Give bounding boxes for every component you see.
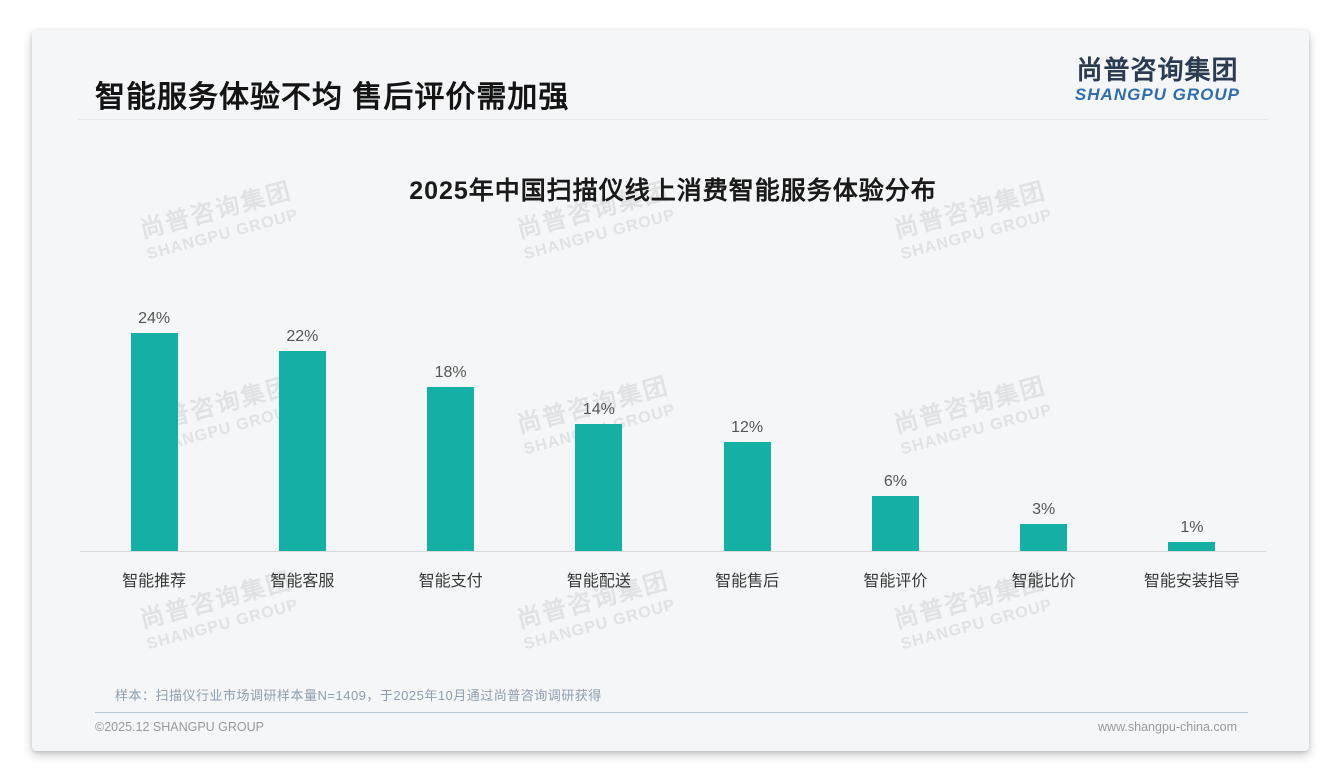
bar-value-label: 6% [883, 473, 907, 490]
chart-title: 2025年中国扫描仪线上消费智能服务体验分布 [409, 177, 937, 205]
bar [278, 351, 326, 551]
bar [130, 333, 178, 551]
watermark-english-text: SHANGPU GROUP [899, 596, 1055, 654]
slide-card: 智能服务体验不均 售后评价需加强 尚普咨询集团 SHANGPU GROUP 尚普… [32, 30, 1309, 751]
footer-divider [95, 712, 1248, 713]
bar-column: 22% 智能客服 [228, 210, 376, 590]
bar-column: 14% 智能配送 [525, 210, 673, 590]
bar-column: 24% 智能推荐 [80, 210, 228, 590]
sample-footnote: 样本：扫描仪行业市场调研样本量N=1409，于2025年10月通过尚普咨询调研获… [115, 688, 602, 703]
bar-value-label: 22% [286, 328, 319, 345]
page-title: 智能服务体验不均 售后评价需加强 [95, 81, 570, 114]
bar-value-label: 1% [1180, 519, 1204, 536]
bar [1020, 524, 1068, 551]
bar-column: 18% 智能支付 [377, 210, 525, 590]
bar-category-label: 智能评价 [863, 573, 928, 590]
logo-english-text: SHANGPU GROUP [1074, 84, 1240, 104]
bar-category-label: 智能比价 [1011, 573, 1076, 590]
bar-category-label: 智能推荐 [122, 573, 187, 590]
website-url: www.shangpu-china.com [1098, 720, 1237, 734]
footer-row: ©2025.12 SHANGPU GROUP www.shangpu-china… [95, 720, 1237, 734]
plot-area: 24% 智能推荐 22% 智能客服 18% 智能支付 14% 智能配送 12% 智能售后 6% 智能评… [80, 210, 1266, 590]
bar-category-label: 智能配送 [566, 573, 631, 590]
bar [1168, 542, 1216, 551]
bar-value-label: 14% [582, 401, 615, 418]
bar [723, 442, 771, 551]
bar-value-label: 24% [138, 310, 171, 327]
bar-column: 12% 智能售后 [673, 210, 821, 590]
bar-column: 3% 智能比价 [970, 210, 1118, 590]
bar-category-label: 智能支付 [418, 573, 483, 590]
company-logo: 尚普咨询集团 SHANGPU GROUP [1075, 56, 1240, 105]
bar-value-label: 12% [731, 419, 764, 436]
bar-category-label: 智能售后 [715, 573, 780, 590]
bar [575, 424, 623, 551]
bar-column: 6% 智能评价 [821, 210, 969, 590]
x-axis-line [80, 551, 1266, 552]
bar-category-label: 智能客服 [270, 573, 335, 590]
bar-value-label: 3% [1032, 501, 1056, 518]
logo-chinese-text: 尚普咨询集团 [1076, 55, 1239, 85]
watermark-english-text: SHANGPU GROUP [522, 596, 678, 654]
header-divider [78, 119, 1268, 120]
bar [871, 496, 919, 551]
watermark-english-text: SHANGPU GROUP [145, 596, 301, 654]
bar-category-label: 智能安装指导 [1143, 573, 1240, 590]
bar [427, 387, 475, 551]
bar-column: 1% 智能安装指导 [1118, 210, 1266, 590]
bar-value-label: 18% [434, 364, 467, 381]
copyright-text: ©2025.12 SHANGPU GROUP [95, 720, 264, 734]
